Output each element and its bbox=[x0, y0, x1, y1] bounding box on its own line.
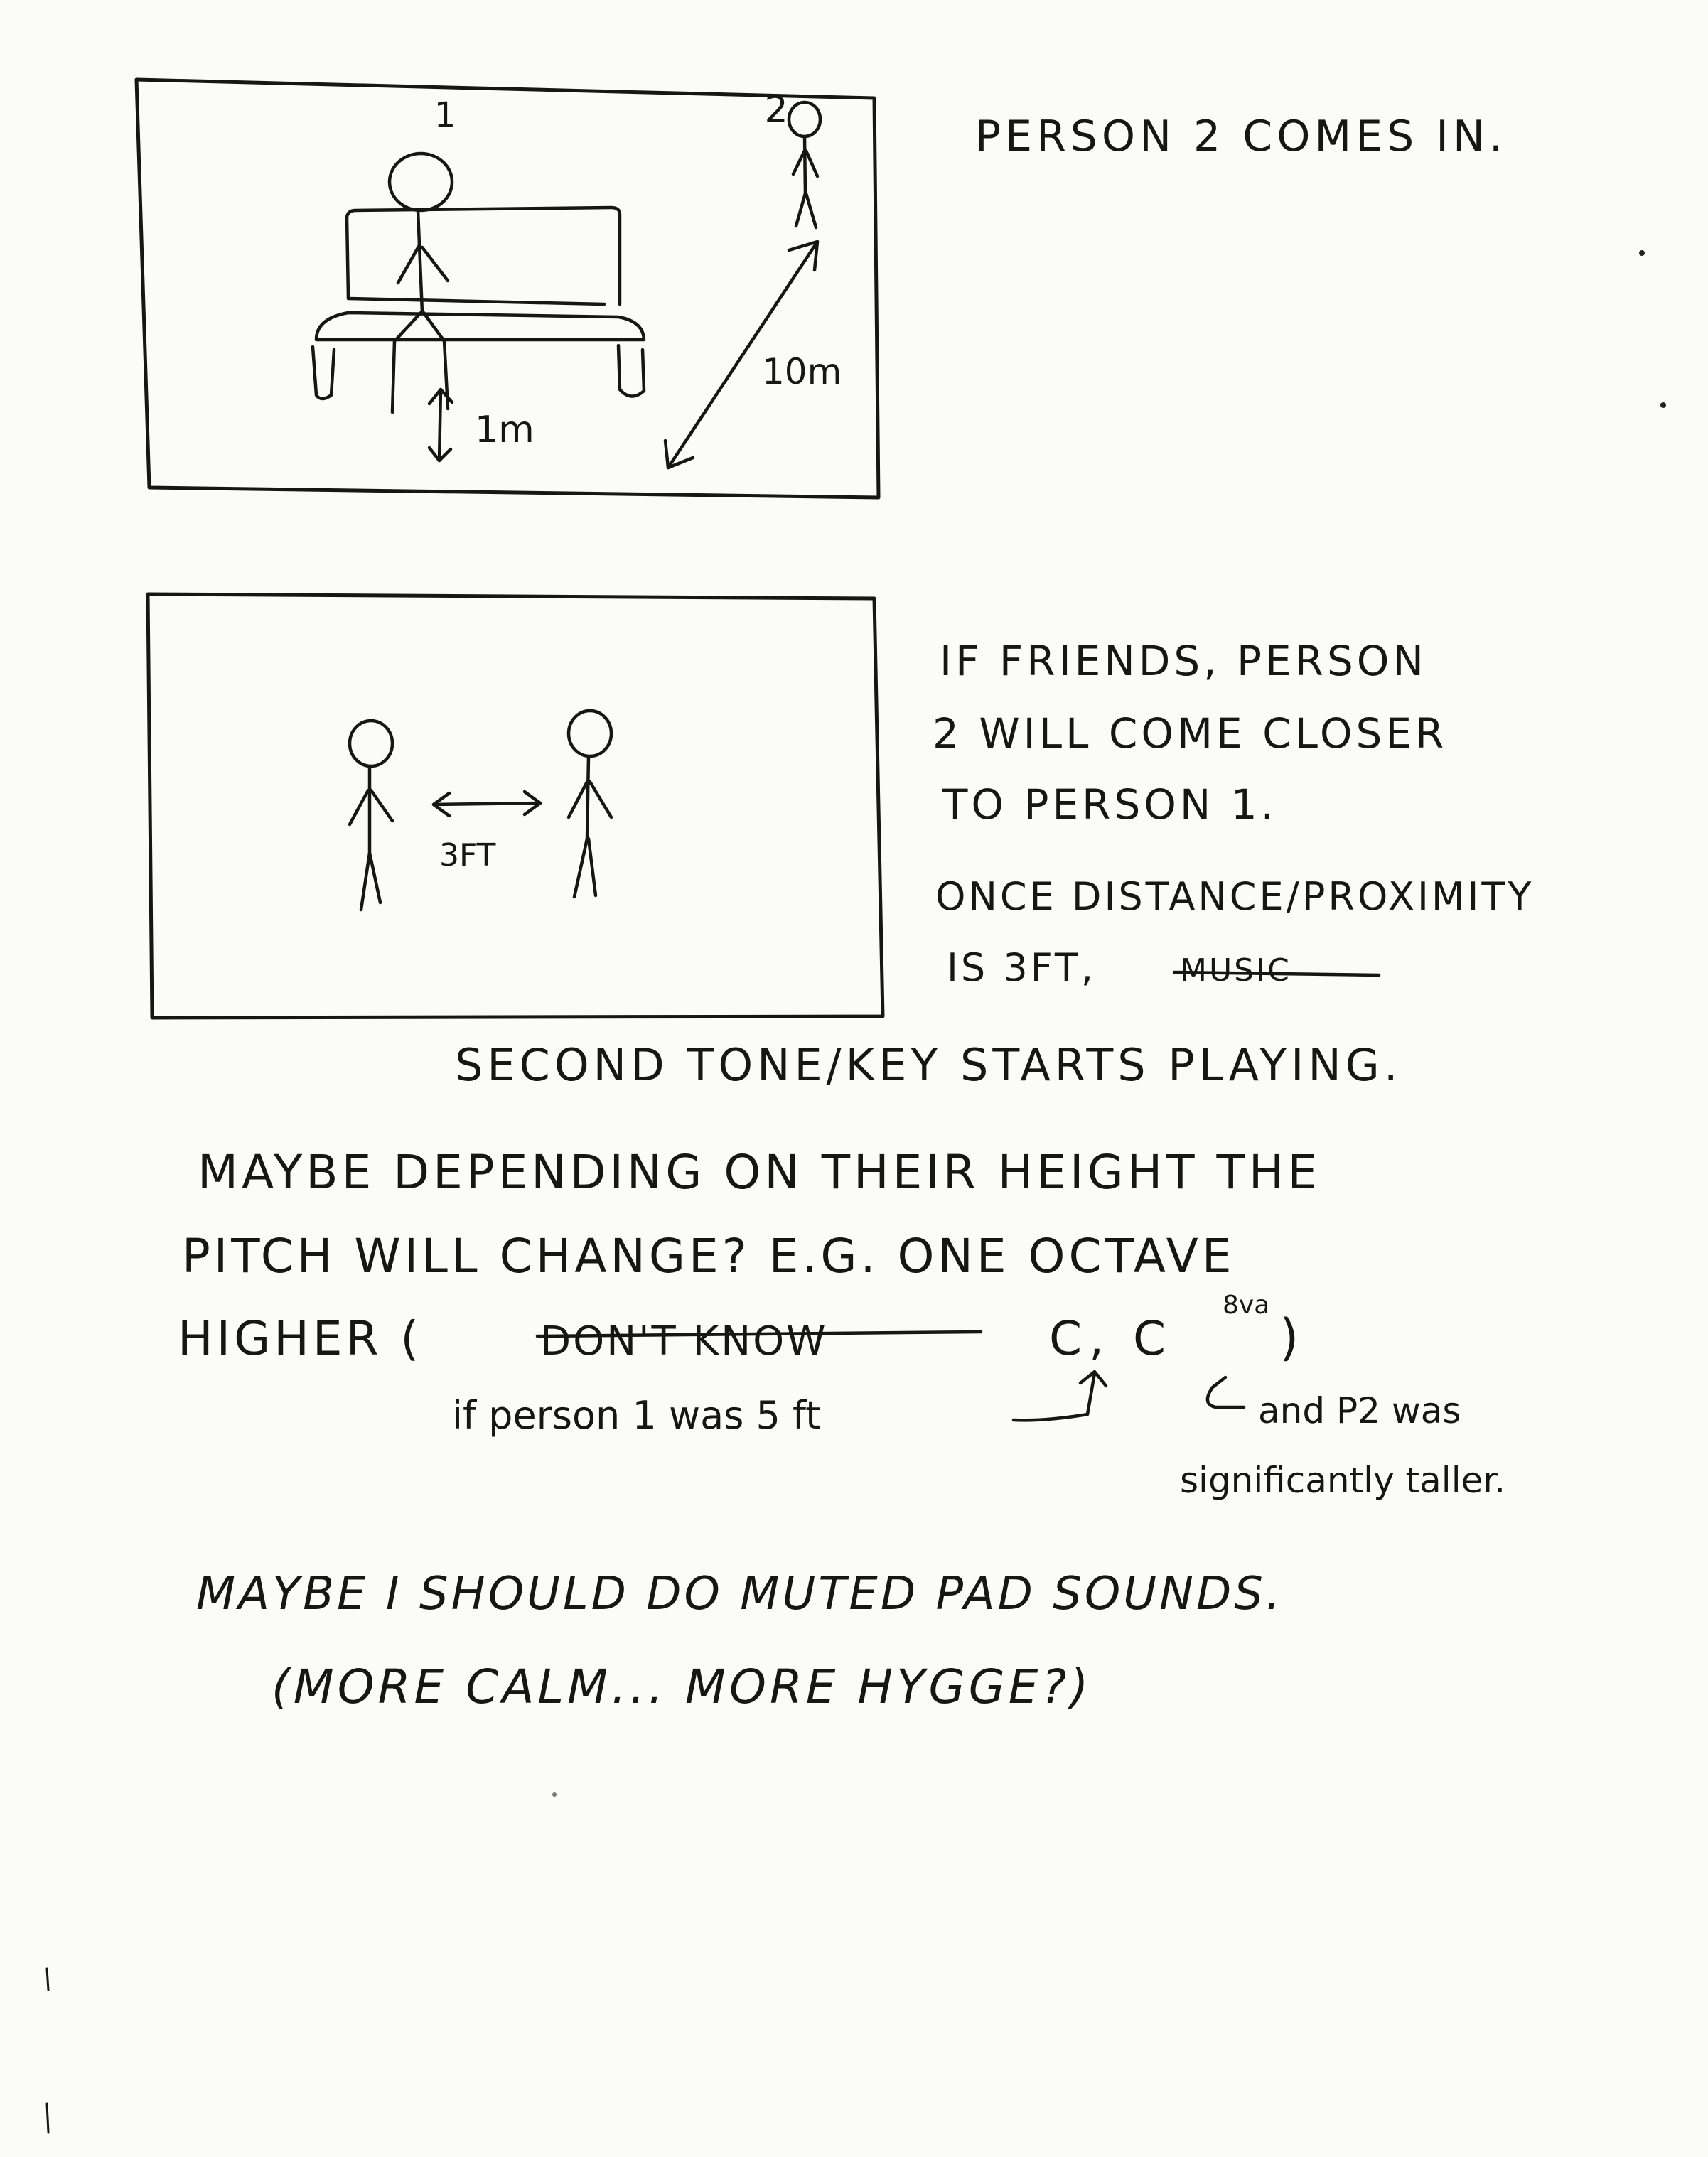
right-figure-body bbox=[585, 754, 591, 841]
far-distance-label: 10m bbox=[762, 351, 842, 392]
bench-back-bottom bbox=[346, 296, 606, 306]
proximity-note: ONCE DISTANCE/PROXIMITY IS 3FT, MUSIC bbox=[935, 874, 1534, 990]
left-figure-head bbox=[348, 719, 394, 768]
note-line-2: 2 WILL COME CLOSER bbox=[933, 709, 1447, 758]
pitch-line-3-start: HIGHER ( bbox=[178, 1311, 422, 1366]
stray-pen-marks bbox=[45, 250, 1666, 2134]
person-1-arms bbox=[396, 243, 450, 285]
bench-seat bbox=[314, 311, 646, 342]
annotation-right-line-1: and P2 was bbox=[1258, 1390, 1461, 1431]
person-1-legs bbox=[390, 311, 450, 414]
stick-figure-person-2 bbox=[787, 100, 822, 230]
stick-figure-right bbox=[566, 709, 613, 899]
pitch-line-3-close: ) bbox=[1279, 1308, 1299, 1367]
arrow-to-first-c bbox=[1011, 1370, 1108, 1422]
person-2-head bbox=[787, 100, 822, 139]
continuation-line: SECOND TONE/KEY STARTS PLAYING. bbox=[455, 1039, 1402, 1091]
right-figure-head bbox=[566, 709, 613, 758]
left-figure-arms bbox=[348, 788, 394, 827]
right-figure-legs bbox=[572, 837, 598, 899]
bench-right-leg bbox=[616, 343, 646, 398]
person-1-body bbox=[416, 208, 424, 315]
pitch-line-1: MAYBE DEPENDING ON THEIR HEIGHT THE bbox=[198, 1145, 1321, 1200]
panel-2-frame bbox=[146, 592, 885, 1020]
panel-1-frame bbox=[134, 77, 881, 500]
struck-word: MUSIC bbox=[1180, 952, 1291, 989]
left-figure-legs bbox=[359, 851, 382, 912]
distance-label: 3FT bbox=[439, 837, 496, 873]
panel-2-note: IF FRIENDS, PERSON 2 WILL COME CLOSER TO… bbox=[933, 637, 1447, 829]
strike-through-line-2 bbox=[535, 1330, 983, 1338]
annotation-left: if person 1 was 5 ft bbox=[452, 1393, 820, 1438]
storyboard-panel-1: 1 2 1m 10m bbox=[134, 77, 881, 500]
person-2-label: 2 bbox=[764, 89, 788, 131]
strike-through-line bbox=[1172, 970, 1381, 977]
pitch-line-3-notes: C, C bbox=[1049, 1311, 1173, 1366]
bench bbox=[311, 205, 646, 401]
stick-figure-left bbox=[348, 719, 394, 912]
panel-1-note: PERSON 2 COMES IN. bbox=[975, 112, 1507, 161]
storyboard-panel-2: 3FT bbox=[146, 592, 885, 1020]
double-headed-arrow bbox=[431, 790, 542, 818]
bench-backrest bbox=[345, 205, 622, 306]
annotation-right-line-2: significantly taller. bbox=[1180, 1460, 1505, 1501]
sound-line-1: MAYBE I SHOULD DO MUTED PAD SOUNDS. bbox=[196, 1568, 1283, 1620]
pitch-line-3-struck: DON'T KNOW bbox=[540, 1318, 828, 1365]
person-1-label: 1 bbox=[434, 95, 456, 135]
sound-note: MAYBE I SHOULD DO MUTED PAD SOUNDS. (MOR… bbox=[196, 1568, 1283, 1714]
proximity-line-2: IS 3FT, bbox=[947, 945, 1096, 990]
near-distance-arrow bbox=[427, 387, 454, 463]
person-1-head bbox=[387, 151, 454, 213]
pitch-line-2: PITCH WILL CHANGE? E.G. ONE OCTAVE bbox=[182, 1229, 1235, 1284]
bench-left-leg bbox=[311, 345, 336, 401]
pitch-note: MAYBE DEPENDING ON THEIR HEIGHT THE PITC… bbox=[178, 1145, 1505, 1501]
near-distance-label: 1m bbox=[475, 409, 535, 451]
octave-superscript: 8va bbox=[1223, 1291, 1269, 1320]
note-line-3: TO PERSON 1. bbox=[942, 780, 1277, 829]
right-figure-arms bbox=[566, 780, 613, 819]
sound-line-2: (MORE CALM... MORE HYGGE?) bbox=[272, 1660, 1092, 1714]
person-2-legs bbox=[794, 191, 818, 230]
far-distance-arrow bbox=[663, 240, 820, 470]
proximity-line-1: ONCE DISTANCE/PROXIMITY bbox=[935, 874, 1534, 919]
arrow-to-second-c bbox=[1205, 1375, 1246, 1409]
note-line-1: IF FRIENDS, PERSON bbox=[940, 637, 1427, 685]
person-2-arms bbox=[791, 149, 820, 178]
stick-figure-person-1 bbox=[387, 151, 454, 414]
